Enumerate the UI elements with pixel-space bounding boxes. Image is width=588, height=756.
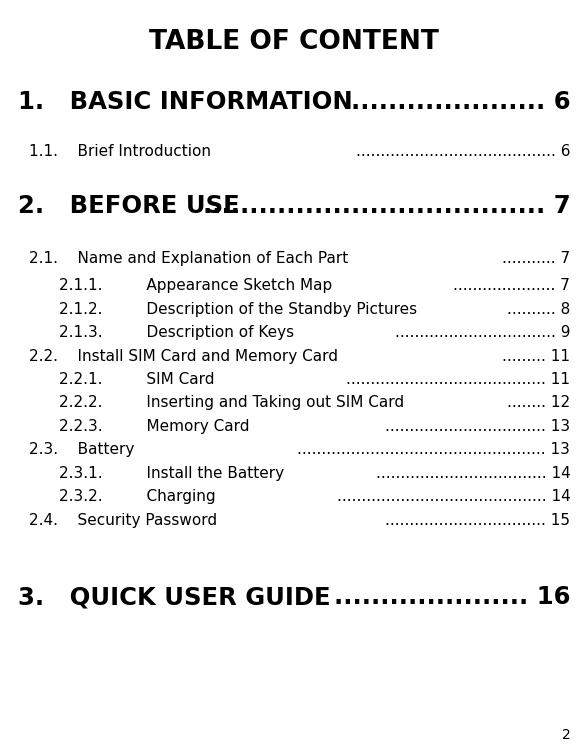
Text: 2.1.2.         Description of the Standby Pictures: 2.1.2. Description of the Standby Pictur… — [59, 302, 417, 317]
Text: 2.2.3.         Memory Card: 2.2.3. Memory Card — [59, 419, 249, 434]
Text: 1.1.    Brief Introduction: 1.1. Brief Introduction — [29, 144, 212, 159]
Text: 2.2.    Install SIM Card and Memory Card: 2.2. Install SIM Card and Memory Card — [29, 349, 339, 364]
Text: TABLE OF CONTENT: TABLE OF CONTENT — [149, 29, 439, 54]
Text: .......... 8: .......... 8 — [507, 302, 570, 317]
Text: 2.1.3.         Description of Keys: 2.1.3. Description of Keys — [59, 325, 294, 340]
Text: ......... 11: ......... 11 — [502, 349, 570, 364]
Text: ................................................... 13: ........................................… — [298, 442, 570, 457]
Text: ................................... 14: ................................... 14 — [376, 466, 570, 481]
Text: ..................... 7: ..................... 7 — [453, 278, 570, 293]
Text: 2.4.    Security Password: 2.4. Security Password — [29, 513, 218, 528]
Text: ......................................... 11: ........................................… — [346, 372, 570, 387]
Text: 2.3.2.         Charging: 2.3.2. Charging — [59, 489, 215, 504]
Text: 1.   BASIC INFORMATION: 1. BASIC INFORMATION — [18, 90, 352, 114]
Text: ........... 7: ........... 7 — [502, 251, 570, 266]
Text: 2.3.1.         Install the Battery: 2.3.1. Install the Battery — [59, 466, 284, 481]
Text: 2.2.1.         SIM Card: 2.2.1. SIM Card — [59, 372, 214, 387]
Text: ................................. 15: ................................. 15 — [385, 513, 570, 528]
Text: ..................................... 7: ..................................... 7 — [203, 194, 570, 218]
Text: ..................... 16: ..................... 16 — [334, 585, 570, 609]
Text: 3.   QUICK USER GUIDE: 3. QUICK USER GUIDE — [18, 585, 330, 609]
Text: ................................. 9: ................................. 9 — [395, 325, 570, 340]
Text: ................................. 13: ................................. 13 — [385, 419, 570, 434]
Text: 2.2.2.         Inserting and Taking out SIM Card: 2.2.2. Inserting and Taking out SIM Card — [59, 395, 404, 411]
Text: 2.   BEFORE USE: 2. BEFORE USE — [18, 194, 239, 218]
Text: 2: 2 — [562, 728, 570, 742]
Text: ........................................... 14: ........................................… — [336, 489, 570, 504]
Text: 2.3.    Battery: 2.3. Battery — [29, 442, 135, 457]
Text: ..................... 6: ..................... 6 — [350, 90, 570, 114]
Text: 2.1.1.         Appearance Sketch Map: 2.1.1. Appearance Sketch Map — [59, 278, 332, 293]
Text: 2.1.    Name and Explanation of Each Part: 2.1. Name and Explanation of Each Part — [29, 251, 349, 266]
Text: ......................................... 6: ........................................… — [356, 144, 570, 159]
Text: ........ 12: ........ 12 — [507, 395, 570, 411]
